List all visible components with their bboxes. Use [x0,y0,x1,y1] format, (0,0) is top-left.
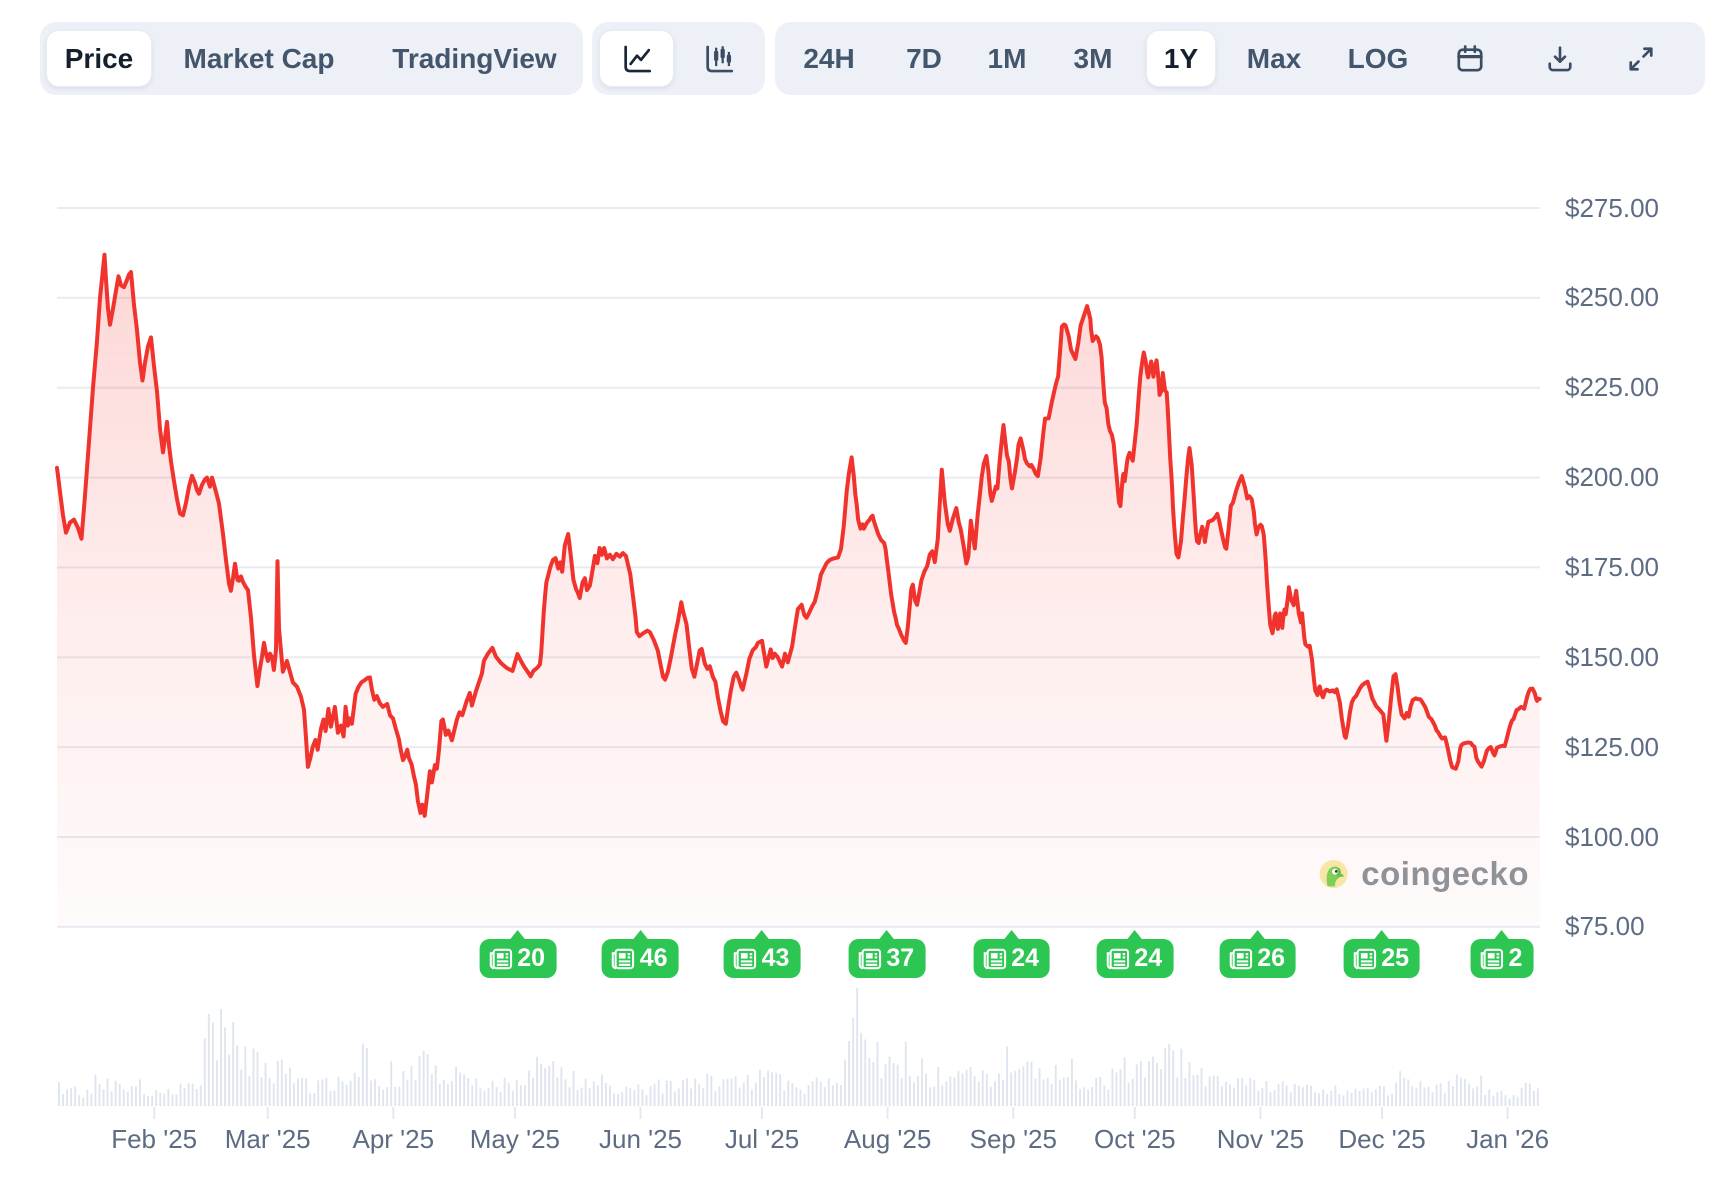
y-axis-label: $175.00 [1565,551,1659,582]
newspaper-icon [1480,948,1503,969]
download-chart-button[interactable] [1520,22,1600,95]
price-line [55,252,1542,818]
x-axis-label: Oct '25 [1094,1124,1176,1154]
x-axis-label: Jan '26 [1466,1124,1550,1154]
active-range-pill [1146,30,1216,87]
x-axis-label: Apr '25 [352,1124,435,1154]
newspaper-icon [733,948,757,969]
y-axis-label: $275.00 [1565,192,1659,223]
news-count-badge[interactable]: 20 [479,930,557,978]
newspaper-icon [611,948,635,969]
y-axis-label: $200.00 [1565,462,1659,493]
range-3m[interactable]: 3M [1058,22,1128,95]
range-1y[interactable]: 1Y [1146,22,1216,95]
range-7d[interactable]: 7D [889,22,959,95]
news-count: 2 [1508,944,1523,972]
news-count: 43 [761,944,790,972]
line-chart-button[interactable] [599,22,674,95]
x-axis-label: Nov '25 [1216,1124,1305,1154]
active-tab-pill [46,30,152,87]
y-axis-label: $125.00 [1565,731,1659,762]
coingecko-watermark: coingecko [1319,848,1529,900]
news-count: 26 [1257,944,1285,972]
badge-pointer [1003,930,1020,940]
news-count: 24 [1011,944,1039,972]
x-axis-label: May '25 [469,1124,560,1154]
badge-pointer [632,930,649,940]
news-count-badge[interactable]: 43 [723,930,801,978]
newspaper-icon [983,948,1006,969]
x-axis-label: Jul '25 [724,1124,800,1154]
news-count-badge[interactable]: 46 [601,930,679,978]
x-axis-label: Sep '25 [969,1124,1057,1154]
news-count-badge[interactable]: 2 [1470,930,1534,978]
y-axis-label: $250.00 [1565,282,1659,313]
newspaper-icon [858,948,881,969]
news-count: 46 [639,944,668,972]
news-count-badge[interactable]: 26 [1219,930,1296,978]
volume-bars [58,988,1539,1106]
newspaper-icon [1106,948,1129,969]
scale-log-toggle[interactable]: LOG [1338,22,1418,95]
coingecko-watermark-text: coingecko [1361,855,1529,892]
calendar-icon [1457,44,1483,72]
badge-pointer [1373,930,1390,940]
y-axis-label: $75.00 [1565,911,1645,942]
x-axis-label: Jun '25 [598,1124,683,1154]
range-control-group: 24H 7D 1M 3M 1Y Max LOG [775,22,1705,95]
news-count: 25 [1381,944,1409,972]
badge-pointer [1126,930,1143,940]
news-count: 37 [886,944,915,972]
news-count-badge[interactable]: 25 [1343,930,1420,978]
tab-price[interactable]: Price [46,22,152,95]
newspaper-icon [1229,948,1252,969]
expand-icon [1629,46,1653,71]
news-count-badge[interactable]: 24 [1096,930,1174,978]
badge-pointer [878,930,895,940]
news-count: 24 [1134,944,1163,972]
news-count-badge[interactable]: 24 [973,930,1050,978]
candlestick-chart-button[interactable] [680,22,758,95]
x-axis-label: Aug '25 [843,1124,932,1154]
range-24h[interactable]: 24H [789,22,869,95]
range-max[interactable]: Max [1234,22,1314,95]
y-axis-label: $225.00 [1565,372,1659,403]
tab-tradingview[interactable]: TradingView [366,22,583,95]
badge-pointer [509,930,526,940]
news-count-badge[interactable]: 37 [848,930,926,978]
newspaper-icon [489,948,512,969]
tab-market-cap[interactable]: Market Cap [152,22,366,95]
badge-pointer [1249,930,1266,940]
x-axis-label: Dec '25 [1338,1124,1426,1154]
news-count: 20 [517,944,546,972]
line-chart-icon [623,45,651,72]
metric-tab-group: Price Market Cap TradingView [40,22,583,95]
y-axis-label: $100.00 [1565,821,1659,852]
y-axis-label: $150.00 [1565,641,1659,672]
fullscreen-button[interactable] [1601,22,1681,95]
badge-pointer [754,930,770,940]
badge-pointer [1493,930,1510,940]
range-1m[interactable]: 1M [972,22,1042,95]
x-axis-label: Mar '25 [224,1124,311,1154]
price-area [57,254,1540,927]
x-axis-label: Feb '25 [111,1124,198,1154]
active-type-pill [599,30,674,87]
download-icon [1548,45,1572,71]
candlestick-chart-icon [706,45,734,72]
date-range-button[interactable] [1430,22,1510,95]
coingecko-logo-icon [1319,859,1348,889]
chart-type-group [592,22,765,95]
newspaper-icon [1353,948,1376,969]
